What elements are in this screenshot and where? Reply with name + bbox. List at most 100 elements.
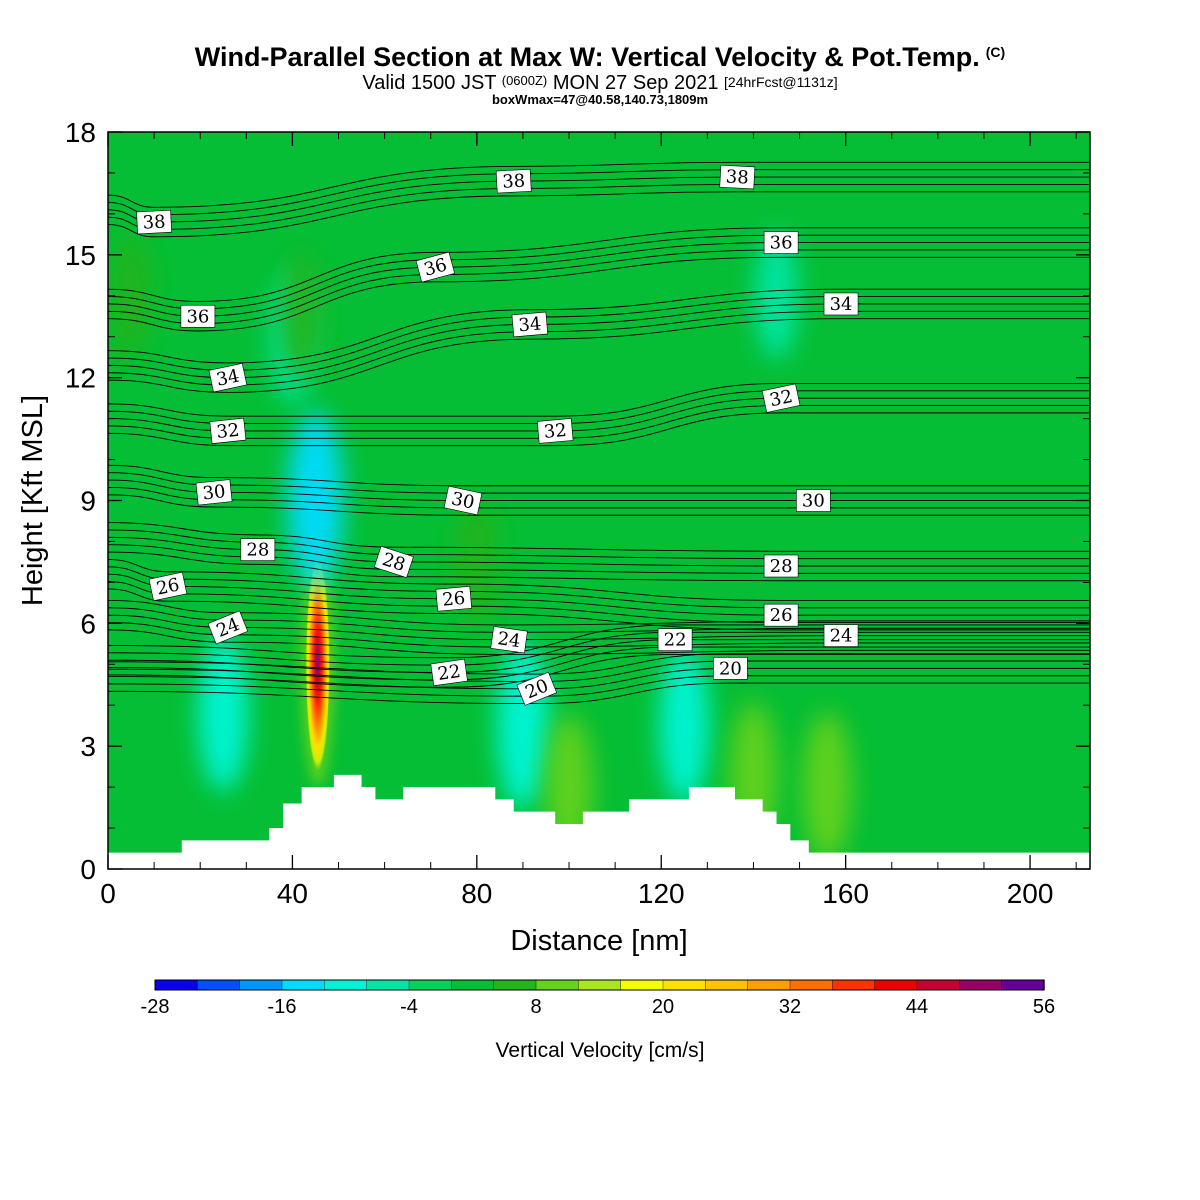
colorbar-swatch — [705, 979, 749, 991]
theta-label-text: 38 — [142, 211, 166, 233]
colorbar-label: Vertical Velocity [cm/s] — [496, 1039, 705, 1062]
theta-contour-line — [108, 227, 1090, 302]
x-tick-label: 200 — [1007, 878, 1054, 909]
theta-contour-line — [108, 654, 1090, 688]
theta-contour-label: 32 — [536, 418, 574, 444]
y-tick-label: 15 — [65, 240, 96, 271]
theta-label-text: 30 — [450, 488, 477, 513]
theta-label-text: 26 — [770, 605, 793, 626]
theta-contour-label: 34 — [208, 363, 248, 393]
max-updraft-core — [305, 557, 330, 771]
theta-label-box — [209, 417, 247, 444]
theta-label-box — [490, 626, 528, 654]
theta-label-text: 22 — [436, 661, 462, 685]
theta-label-box — [713, 657, 748, 680]
theta-label-text: 30 — [202, 481, 227, 504]
subtitle-date: MON 27 Sep 2021 — [552, 72, 719, 94]
x-tick-label: 80 — [461, 878, 492, 909]
theta-contour-line — [108, 183, 1090, 230]
theta-label-box — [430, 658, 468, 687]
colorbar-swatch — [578, 979, 622, 991]
theta-contour-line — [108, 631, 1090, 666]
colorbar-swatch — [747, 979, 791, 991]
colorbar-swatch — [408, 979, 453, 991]
theta-label-text: 22 — [664, 630, 687, 651]
theta-label-box — [763, 603, 799, 627]
theta-contour-label: 26 — [435, 586, 472, 612]
theta-label-text: 24 — [830, 626, 853, 647]
theta-contour-line — [108, 667, 1090, 690]
subtitle-valid: Valid 1500 JST — [362, 72, 497, 94]
theta-contour-line — [108, 660, 1090, 682]
colorbar-tick-label: 8 — [530, 996, 541, 1018]
theta-label-box — [823, 292, 859, 316]
theta-contour-line — [108, 256, 1090, 332]
theta-label-text: 36 — [186, 306, 209, 327]
y-tick-label: 0 — [80, 854, 96, 885]
theta-label-text: 36 — [770, 233, 793, 254]
theta-contour-label: 20 — [713, 657, 748, 680]
y-tick-label: 3 — [80, 731, 96, 762]
theta-contour-label: 36 — [415, 251, 455, 283]
y-tick-label: 9 — [80, 486, 96, 517]
theta-label-box — [657, 628, 693, 652]
x-axis-label: Distance [nm] — [510, 925, 687, 957]
theta-label-text: 34 — [215, 366, 242, 391]
theta-contour-line — [108, 653, 1090, 675]
theta-label-box — [719, 164, 756, 190]
theta-contour-line — [108, 646, 1090, 681]
colorbar-swatch — [493, 979, 537, 991]
theta-label-text: 28 — [246, 540, 269, 561]
colorbar-swatch — [789, 979, 834, 991]
theta-contour-label: 22 — [430, 658, 468, 687]
colorbar-swatch — [239, 979, 283, 991]
theta-label-text: 26 — [441, 588, 466, 611]
colorbar-tick-label: 56 — [1033, 996, 1055, 1018]
downdraft-region — [287, 411, 344, 590]
theta-contour-label: 32 — [209, 417, 247, 444]
y-tick-label: 6 — [80, 608, 96, 639]
theta-contour-line — [108, 588, 1090, 631]
updraft-region — [279, 252, 324, 380]
subtitle-utc: (0600Z) — [501, 73, 548, 88]
theta-contour-line — [108, 288, 1090, 364]
colorbar-tick-label: -28 — [141, 996, 170, 1018]
colorbar-swatch — [197, 979, 241, 991]
subtitle-forecast: [24hrFcst@1131z] — [724, 74, 838, 90]
theta-contour-line — [108, 464, 1090, 487]
theta-label-box — [435, 586, 472, 612]
theta-contour-line — [108, 161, 1090, 208]
colorbar-swatch — [662, 979, 707, 991]
theta-contour-line — [108, 176, 1090, 223]
colorbar-tick-label: -4 — [400, 996, 418, 1018]
theta-contour-line — [108, 318, 1090, 393]
theta-contour-label: 22 — [657, 628, 693, 652]
theta-contour-label: 38 — [719, 164, 756, 190]
colorbar-swatch — [832, 979, 876, 991]
theta-label-box — [373, 545, 414, 579]
theta-label-box — [763, 554, 799, 578]
theta-label-box — [763, 231, 799, 254]
theta-label-box — [761, 383, 801, 413]
colorbar-swatch — [154, 979, 199, 991]
theta-label-text: 38 — [502, 171, 526, 193]
theta-label-box — [136, 209, 172, 235]
colorbar-swatch — [959, 979, 1003, 991]
theta-label-text: 34 — [830, 294, 853, 315]
colorbar-swatch — [620, 979, 664, 991]
theta-contour-line — [108, 529, 1090, 560]
updraft-region — [545, 715, 594, 860]
theta-label-text: 32 — [215, 420, 240, 443]
theta-label-box — [443, 485, 483, 516]
colorbar-tick-label: 44 — [906, 996, 928, 1018]
x-tick-label: 120 — [638, 878, 685, 909]
chart-subtitle: Valid 1500 JST (0600Z) MON 27 Sep 2021 [… — [0, 71, 1200, 93]
theta-contour-label: 32 — [761, 383, 801, 413]
theta-label-box — [495, 168, 532, 194]
theta-label-text: 30 — [802, 491, 825, 512]
colorbar-tick-label: -16 — [268, 996, 297, 1018]
theta-contour-label: 26 — [148, 571, 188, 602]
downdraft-region — [754, 232, 799, 360]
